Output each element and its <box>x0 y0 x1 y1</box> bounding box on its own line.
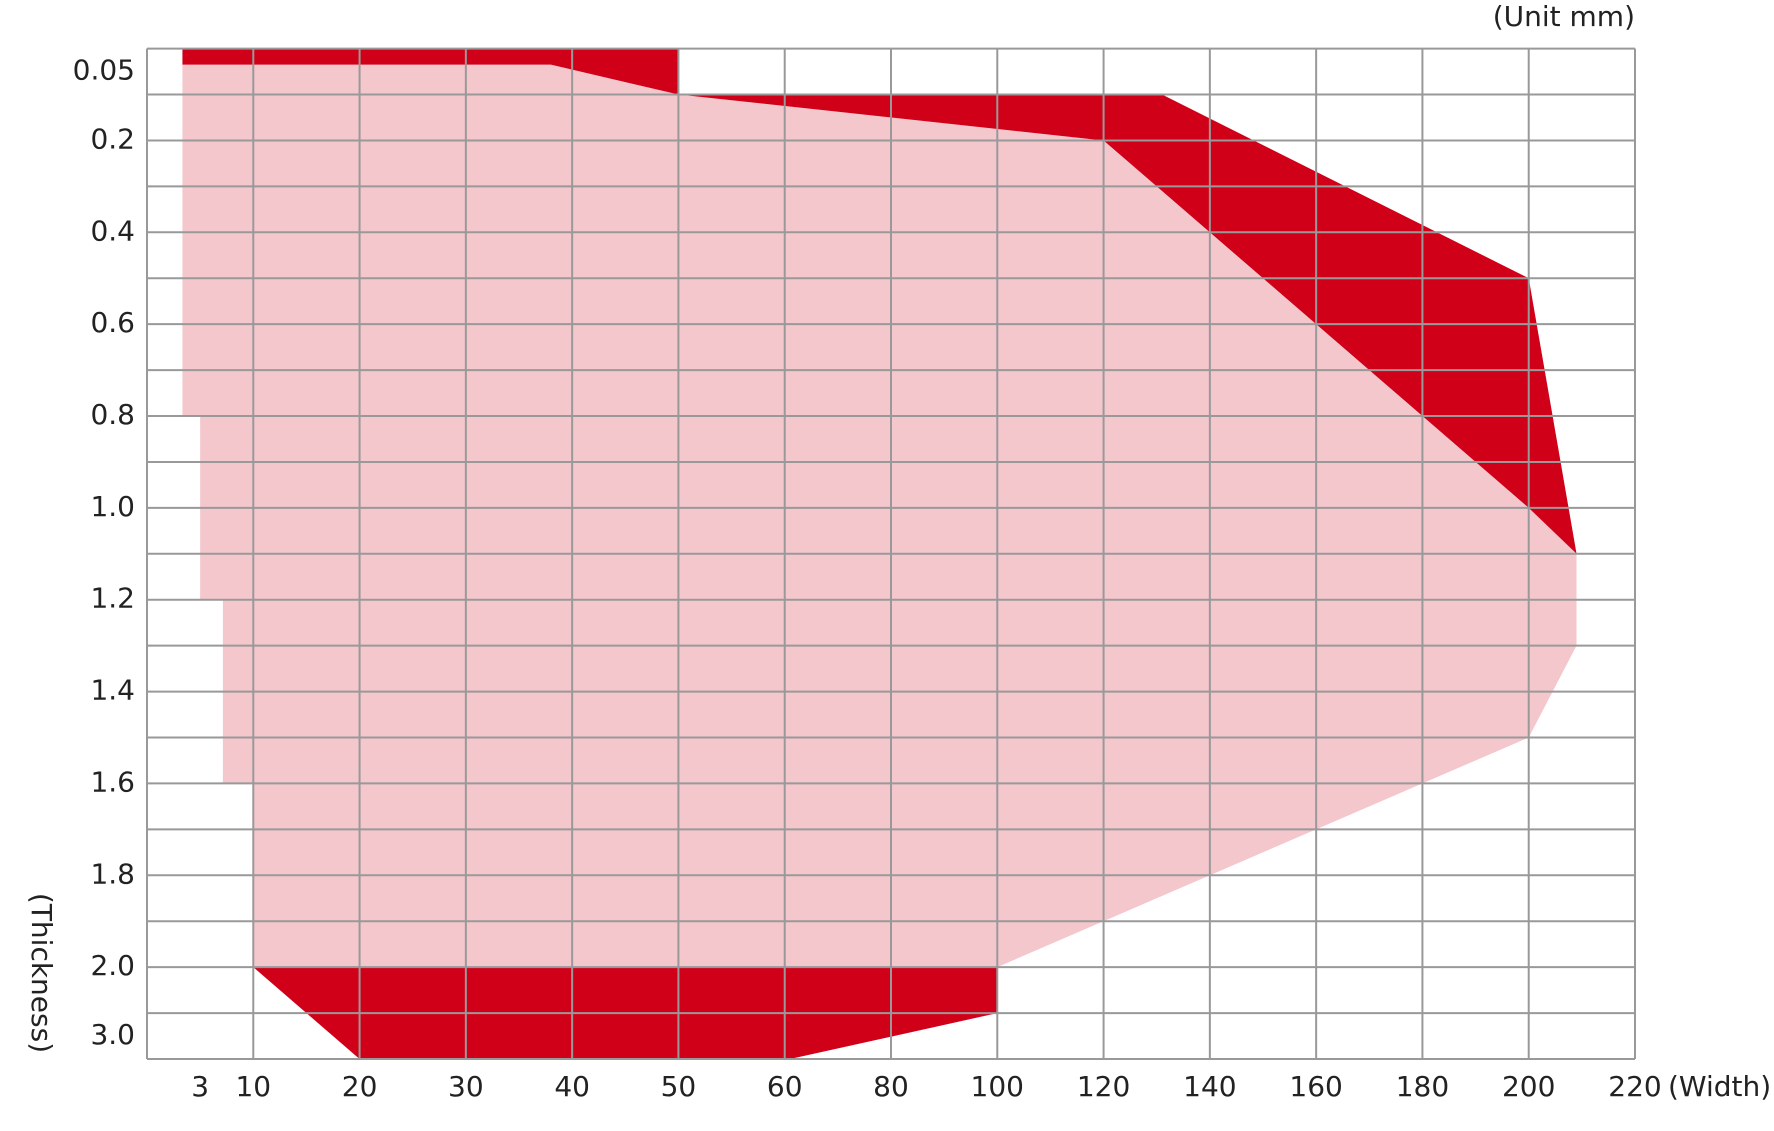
y-tick-label: 1.4 <box>90 674 135 707</box>
x-tick-label: 180 <box>1396 1070 1449 1103</box>
x-tick-label: 50 <box>661 1070 697 1103</box>
y-axis-label: (Thickness) <box>25 893 58 1053</box>
x-tick-label: 30 <box>448 1070 484 1103</box>
x-axis-label: (Width) <box>1668 1070 1771 1103</box>
area <box>182 48 679 95</box>
x-tick-label: 80 <box>873 1070 909 1103</box>
x-tick-label: 200 <box>1502 1070 1555 1103</box>
y-tick-label: 0.6 <box>90 306 135 339</box>
x-tick-label: 160 <box>1289 1070 1342 1103</box>
x-tick-label: 3 <box>191 1070 209 1103</box>
y-tick-label: 0.05 <box>73 54 135 87</box>
x-tick-label: 120 <box>1077 1070 1130 1103</box>
x-tick-label: 10 <box>235 1070 271 1103</box>
y-tick-label: 1.8 <box>90 857 135 890</box>
x-tick-label: 20 <box>342 1070 378 1103</box>
x-tick-label: 40 <box>554 1070 590 1103</box>
x-tick-label: 60 <box>767 1070 803 1103</box>
unit-label: (Unit mm) <box>1493 0 1635 33</box>
y-tick-label: 2.0 <box>90 949 135 982</box>
y-tick-label: 1.0 <box>90 490 135 523</box>
y-tick-label: 1.6 <box>90 765 135 798</box>
x-tick-label: 140 <box>1183 1070 1236 1103</box>
x-tick-label: 100 <box>971 1070 1024 1103</box>
area <box>678 94 1577 554</box>
y-tick-label: 0.4 <box>90 214 135 247</box>
y-tick-label: 3.0 <box>90 1018 135 1051</box>
y-tick-label: 0.8 <box>90 398 135 431</box>
x-tick-label: 220 <box>1608 1070 1661 1103</box>
y-tick-label: 0.2 <box>90 122 135 155</box>
area <box>182 64 1577 968</box>
y-tick-label: 1.2 <box>90 582 135 615</box>
